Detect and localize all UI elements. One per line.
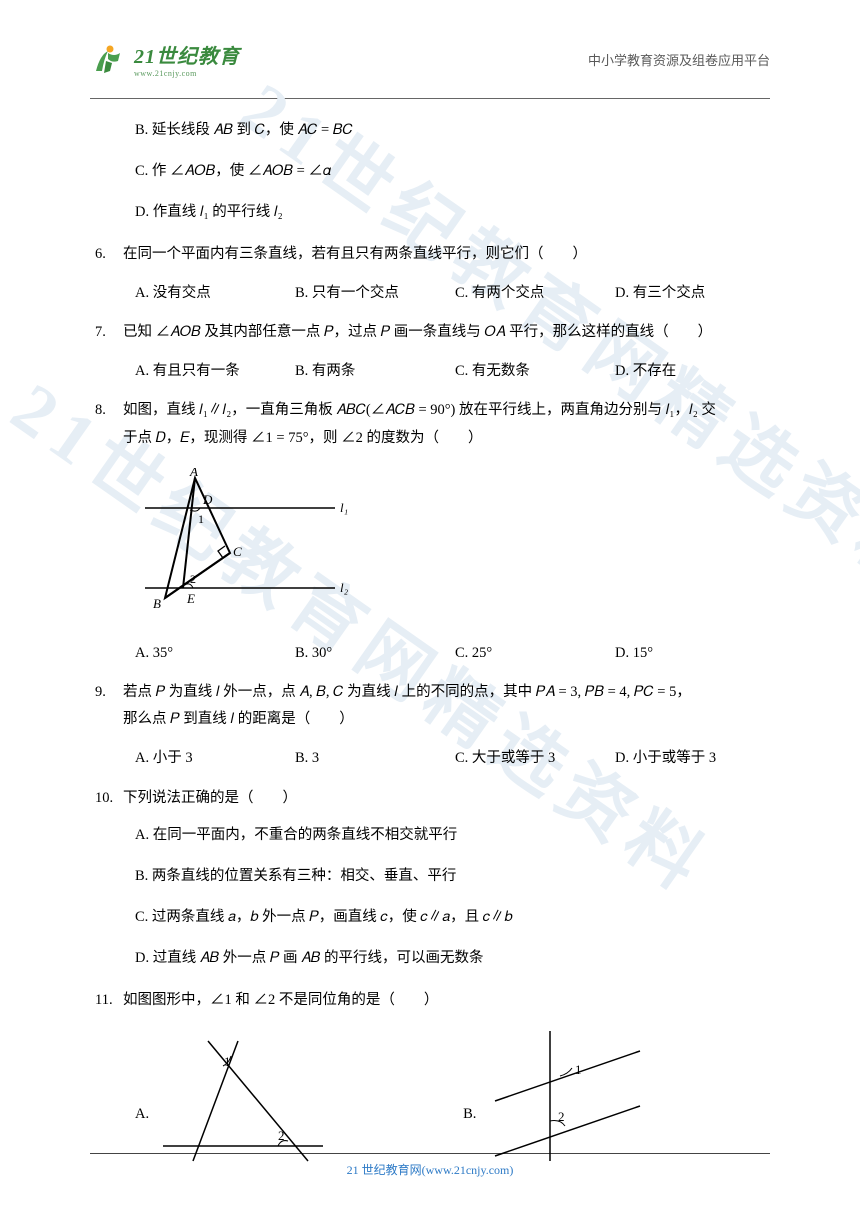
q9-text-l2: 那么点 𝑃 到直线 𝑙 的距离是（ ）: [95, 708, 765, 731]
q10-text: 下列说法正确的是（ ）: [123, 787, 765, 810]
question-6: 6. 在同一个平面内有三条直线，若有且只有两条直线平行，则它们（ ） A. 没有…: [95, 243, 765, 305]
logo-icon: [90, 43, 128, 75]
q6-number: 6.: [95, 243, 123, 266]
q10-option-c: C. 过两条直线 𝑎，𝑏 外一点 𝑃，画直线 𝑐，使 𝑐∥𝑎，且 𝑐∥𝑏: [95, 906, 765, 929]
header-subtitle: 中小学教育资源及组卷应用平台: [588, 50, 770, 69]
question-10: 10. 下列说法正确的是（ ） A. 在同一平面内，不重合的两条直线不相交就平行…: [95, 787, 765, 971]
q11-label-b: B.: [463, 1103, 476, 1126]
q9-option-b: B. 3: [295, 747, 455, 770]
q7-option-b: B. 有两条: [295, 360, 455, 383]
q7-option-a: A. 有且只有一条: [135, 360, 295, 383]
logo-main-text: 21世纪教育: [134, 40, 240, 69]
q7-number: 7.: [95, 321, 123, 344]
q8-text-l2: 于点 𝐷，𝐸，现测得 ∠1 = 75°，则 ∠2 的度数为（ ）: [95, 427, 765, 450]
logo: 21世纪教育 www.21cnjy.com: [90, 40, 240, 78]
q10-option-b: B. 两条直线的位置关系有三种：相交、垂直、平行: [95, 865, 765, 888]
logo-text: 21世纪教育 www.21cnjy.com: [134, 40, 240, 78]
q9-number: 9.: [95, 681, 123, 704]
svg-text:l₁: l₁: [340, 500, 348, 515]
svg-text:B: B: [153, 596, 161, 611]
question-8: 8. 如图，直线 𝑙₁∥𝑙₂，一直角三角板 𝐴𝐵𝐶(∠𝐴𝐶𝐵 = 90°) 放在…: [95, 399, 765, 665]
question-9: 9. 若点 𝑃 为直线 𝑙 外一点，点 𝐴, 𝐵, 𝐶 为直线 𝑙 上的不同的点…: [95, 681, 765, 771]
svg-text:1: 1: [198, 512, 204, 526]
svg-text:2: 2: [190, 572, 196, 586]
q9-option-c: C. 大于或等于 3: [455, 747, 615, 770]
q8-text-l1: 如图，直线 𝑙₁∥𝑙₂，一直角三角板 𝐴𝐵𝐶(∠𝐴𝐶𝐵 = 90°) 放在平行线…: [123, 399, 765, 422]
option-c-prev: C. 作 ∠𝐴𝑂𝐵，使 ∠𝐴𝑂𝐵 = ∠𝛼: [95, 160, 765, 183]
q8-number: 8.: [95, 399, 123, 422]
q8-option-b: B. 30°: [295, 642, 455, 665]
q6-text: 在同一个平面内有三条直线，若有且只有两条直线平行，则它们（ ）: [123, 243, 765, 266]
q10-option-a: A. 在同一平面内，不重合的两条直线不相交就平行: [95, 824, 765, 847]
q9-text-l1: 若点 𝑃 为直线 𝑙 外一点，点 𝐴, 𝐵, 𝐶 为直线 𝑙 上的不同的点，其中…: [123, 681, 765, 704]
question-7: 7. 已知 ∠𝐴𝑂𝐵 及其内部任意一点 𝑃，过点 𝑃 画一条直线与 𝑂𝐴 平行，…: [95, 321, 765, 383]
q9-option-a: A. 小于 3: [135, 747, 295, 770]
q6-option-d: D. 有三个交点: [615, 282, 765, 305]
q11-label-a: A.: [135, 1103, 149, 1126]
q9-option-d: D. 小于或等于 3: [615, 747, 765, 770]
q10-option-d: D. 过直线 𝐴𝐵 外一点 𝑃 画 𝐴𝐵 的平行线，可以画无数条: [95, 947, 765, 970]
q7-option-c: C. 有无数条: [455, 360, 615, 383]
q11-text: 如图图形中，∠1 和 ∠2 不是同位角的是（ ）: [123, 989, 765, 1012]
logo-sub-text: www.21cnjy.com: [134, 69, 240, 78]
option-b-prev: B. 延长线段 𝐴𝐵 到 𝐶，使 𝐴𝐶 = 𝐵𝐶: [95, 119, 765, 142]
svg-text:A: A: [189, 468, 198, 479]
q8-option-d: D. 15°: [615, 642, 765, 665]
question-11: 11. 如图图形中，∠1 和 ∠2 不是同位角的是（ ） A. 1 2 B.: [95, 989, 765, 1166]
svg-text:l₂: l₂: [340, 580, 349, 595]
q11-figure-a: A. 1 2: [135, 1036, 333, 1166]
q11-number: 11.: [95, 989, 123, 1012]
option-d-prev: D. 作直线 𝑙₁ 的平行线 𝑙₂: [95, 201, 765, 224]
content-area: B. 延长线段 𝐴𝐵 到 𝐶，使 𝐴𝐶 = 𝐵𝐶 C. 作 ∠𝐴𝑂𝐵，使 ∠𝐴𝑂…: [0, 99, 860, 1166]
q7-text: 已知 ∠𝐴𝑂𝐵 及其内部任意一点 𝑃，过点 𝑃 画一条直线与 𝑂𝐴 平行，那么这…: [123, 321, 765, 344]
q6-option-a: A. 没有交点: [135, 282, 295, 305]
q8-figure: l₁ l₂ A B C D E 1 2: [135, 468, 765, 626]
q10-number: 10.: [95, 787, 123, 810]
q11-figure-b: B. 1 2: [463, 1026, 650, 1166]
page-header: 21世纪教育 www.21cnjy.com 中小学教育资源及组卷应用平台: [0, 0, 860, 98]
svg-text:1: 1: [224, 1054, 231, 1069]
q6-option-c: C. 有两个交点: [455, 282, 615, 305]
q8-option-a: A. 35°: [135, 642, 295, 665]
q7-option-d: D. 不存在: [615, 360, 765, 383]
svg-text:D: D: [202, 492, 213, 507]
svg-text:1: 1: [575, 1062, 582, 1077]
q8-option-c: C. 25°: [455, 642, 615, 665]
q6-option-b: B. 只有一个交点: [295, 282, 455, 305]
svg-text:E: E: [186, 591, 195, 606]
svg-text:C: C: [233, 544, 242, 559]
